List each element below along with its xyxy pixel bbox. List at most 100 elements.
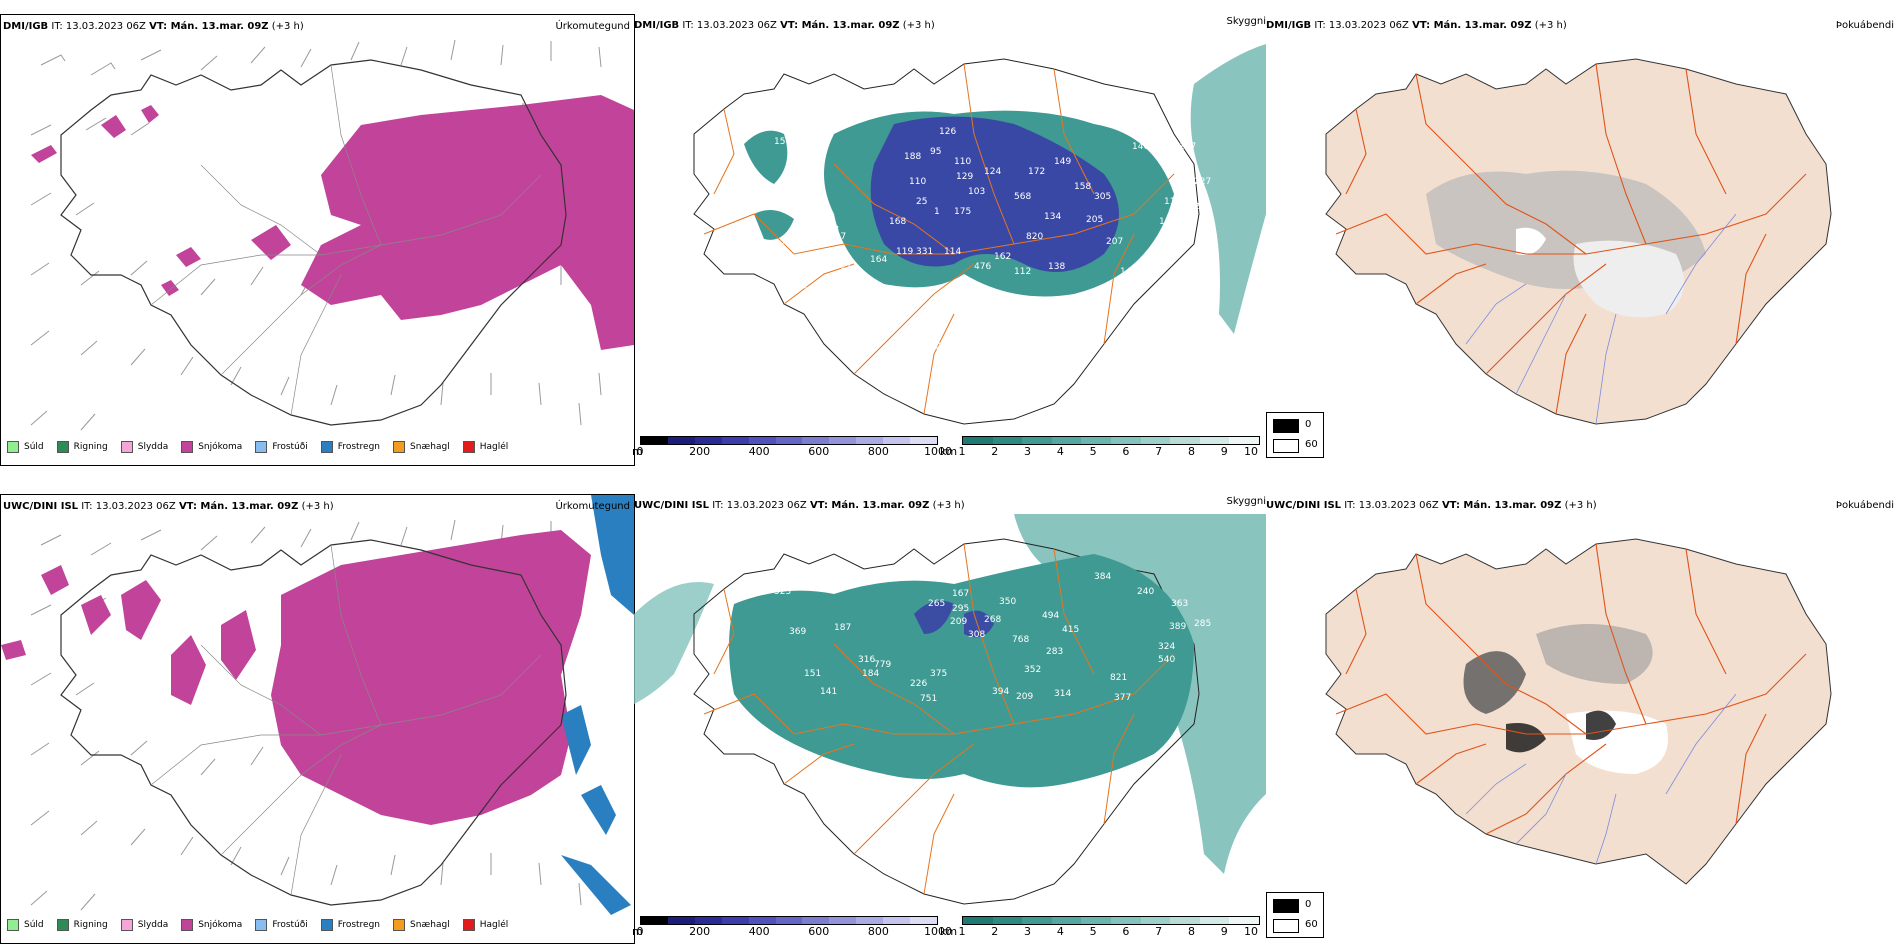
fog-key-white	[1273, 439, 1299, 453]
visibility-labels: 525 369 384 240 363 389 285 167 265 295 …	[774, 572, 1211, 704]
svg-text:110: 110	[954, 157, 971, 167]
road-network	[1335, 543, 1807, 835]
panel-title: Skyggni	[1226, 496, 1266, 507]
model-name: DMI/IGB	[634, 20, 680, 31]
precip-type-panel-top: DMI/IGB IT: 13.03.2023 06Z VT: Mán. 13.m…	[0, 14, 635, 466]
panel-title: Úrkomutegund	[555, 21, 630, 32]
svg-text:95: 95	[930, 147, 941, 157]
svg-text:298: 298	[1194, 202, 1211, 212]
svg-text:208: 208	[1064, 297, 1081, 307]
colorbar-stripe	[640, 916, 938, 925]
svg-text:352: 352	[1024, 665, 1041, 675]
svg-text:103: 103	[968, 187, 985, 197]
iceland-outline	[693, 58, 1200, 425]
svg-text:394: 394	[992, 687, 1009, 697]
svg-text:141: 141	[820, 687, 837, 697]
svg-text:363: 363	[1171, 599, 1188, 609]
svg-text:331: 331	[916, 247, 933, 257]
svg-text:305: 305	[1094, 192, 1111, 202]
svg-text:207: 207	[1106, 237, 1123, 247]
svg-text:350: 350	[999, 597, 1016, 607]
svg-text:124: 124	[984, 167, 1001, 177]
valid-time: VT: Mán. 13.mar. 09Z	[178, 501, 299, 512]
road-network	[150, 544, 542, 896]
valid-time: VT: Mán. 13.mar. 09Z	[780, 20, 900, 31]
lead-time: (+3 h)	[1564, 500, 1597, 511]
svg-text:261: 261	[1134, 267, 1151, 277]
colorbar-stripe	[962, 916, 1260, 925]
svg-text:184: 184	[862, 669, 879, 679]
rivers	[1465, 693, 1737, 865]
svg-text:820: 820	[1026, 232, 1043, 242]
panel-header: UWC/DINI ISL IT: 13.03.2023 06Z VT: Mán.…	[634, 500, 965, 511]
svg-text:134: 134	[1044, 212, 1061, 222]
svg-text:146: 146	[1132, 142, 1149, 152]
visibility-m-colorbar-top: 0 200 400 600 800 1000	[637, 436, 952, 458]
svg-text:109: 109	[754, 192, 771, 202]
svg-text:149: 149	[1054, 157, 1071, 167]
svg-text:226: 226	[910, 679, 927, 689]
colorbar-stripe	[962, 436, 1260, 445]
fog-map-top	[1325, 58, 1832, 425]
init-time: IT: 13.03.2023 06Z	[682, 20, 777, 31]
svg-text:119: 119	[896, 247, 913, 257]
init-time: IT: 13.03.2023 06Z	[81, 501, 176, 512]
visibility-labels: 159 126 188 95 110 124 129 103 149 172 1…	[754, 127, 1211, 352]
fog-key-white	[1273, 919, 1299, 933]
svg-text:63: 63	[914, 342, 925, 352]
panel-title: Þokuábendi	[1835, 20, 1894, 31]
unit-m: m	[632, 445, 643, 458]
unit-km: km	[940, 445, 958, 458]
visibility-panel-bottom: 525 369 384 240 363 389 285 167 265 295 …	[634, 494, 1266, 914]
svg-text:285: 285	[1194, 619, 1211, 629]
svg-text:115: 115	[1164, 197, 1181, 207]
svg-text:415: 415	[1062, 625, 1079, 635]
model-name: UWC/DINI ISL	[634, 500, 710, 511]
svg-text:1: 1	[934, 207, 940, 217]
lead-time: (+3 h)	[301, 501, 334, 512]
wind-barbs	[30, 519, 582, 911]
svg-text:540: 540	[1158, 655, 1175, 665]
svg-text:167: 167	[952, 589, 969, 599]
unit-m: m	[632, 925, 643, 938]
legend-item: Slydda	[120, 919, 168, 931]
model-name: DMI/IGB	[1266, 20, 1312, 31]
svg-text:369: 369	[789, 627, 806, 637]
svg-text:295: 295	[952, 604, 969, 614]
valid-time: VT: Mán. 13.mar. 09Z	[809, 500, 930, 511]
visibility-panel-top: 159 126 188 95 110 124 129 103 149 172 1…	[634, 14, 1266, 464]
svg-text:324: 324	[1158, 642, 1175, 652]
road-network	[1335, 63, 1807, 415]
svg-text:79: 79	[1064, 332, 1076, 342]
lead-time: (+3 h)	[932, 500, 965, 511]
svg-text:129: 129	[956, 172, 973, 182]
svg-text:316: 316	[858, 655, 875, 665]
svg-text:79: 79	[804, 287, 816, 297]
svg-text:209: 209	[950, 617, 967, 627]
visibility-km-colorbar-bottom: 1 2 3 4 5 6 7 8 9 10	[959, 916, 1260, 938]
iceland-outline	[60, 59, 567, 426]
svg-text:173: 173	[822, 225, 839, 235]
svg-text:187: 187	[834, 623, 851, 633]
svg-text:110: 110	[909, 177, 926, 187]
svg-text:172: 172	[1028, 167, 1045, 177]
iceland-outline	[60, 539, 567, 906]
iceland-land	[1325, 538, 1832, 885]
precip-type-map-top	[30, 39, 634, 431]
legend-item: Súld	[7, 919, 44, 931]
svg-text:25: 25	[916, 197, 927, 207]
svg-text:377: 377	[1114, 693, 1131, 703]
precip-type-map-bottom	[1, 495, 634, 915]
model-name: UWC/DINI ISL	[1266, 500, 1342, 511]
svg-text:240: 240	[1137, 587, 1154, 597]
svg-text:525: 525	[774, 587, 791, 597]
iceland-outline	[693, 538, 1200, 905]
freezing-rain-areas	[561, 495, 634, 915]
precip-type-panel-bottom: UWC/DINI ISL IT: 13.03.2023 06Z VT: Mán.…	[0, 494, 635, 944]
init-time: IT: 13.03.2023 06Z	[51, 21, 146, 32]
legend-item: Frostregn	[320, 441, 380, 453]
colorbar-stripe	[640, 436, 938, 445]
snowfall-areas	[31, 95, 634, 350]
svg-text:308: 308	[968, 630, 985, 640]
fog-key-black	[1273, 899, 1299, 913]
